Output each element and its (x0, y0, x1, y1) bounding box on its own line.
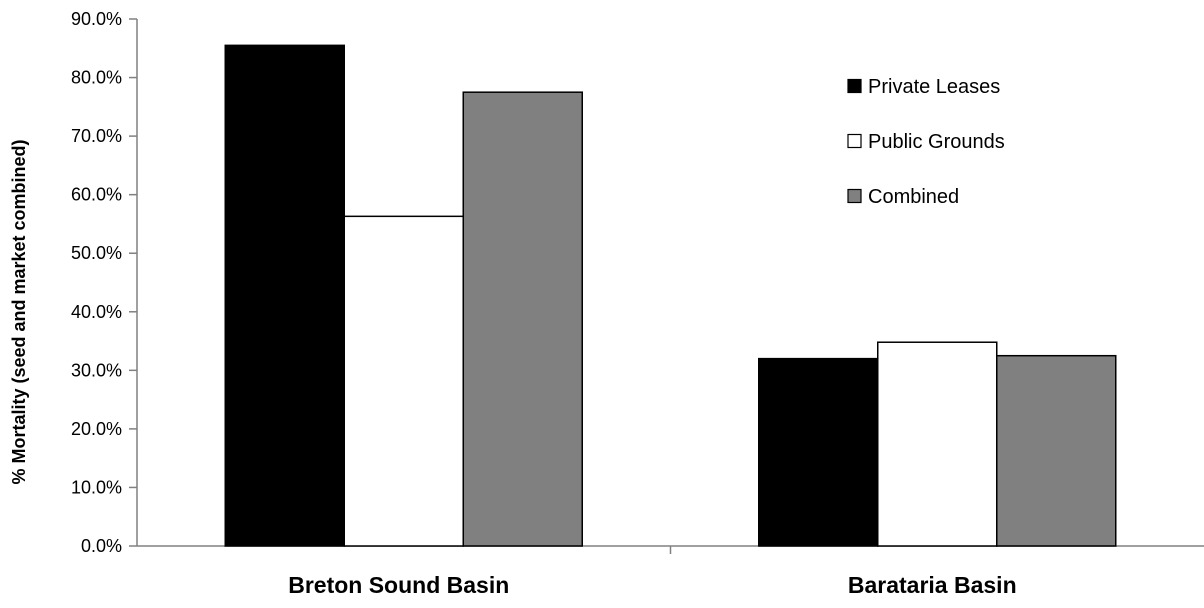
y-tick-label: 80.0% (71, 68, 122, 88)
y-tick-label: 90.0% (71, 9, 122, 29)
bar-combined (462, 91, 583, 547)
legend-label: Private Leases (868, 76, 1000, 98)
bar-public-grounds (343, 215, 464, 547)
y-tick-label: 60.0% (71, 185, 122, 205)
bar-private-leases (758, 357, 879, 547)
y-tick-label: 50.0% (71, 243, 122, 263)
legend: Private Leases Public Grounds Combined (847, 76, 1005, 208)
y-tick-label: 20.0% (71, 419, 122, 439)
y-tick-label: 70.0% (71, 126, 122, 146)
x-category-label: Breton Sound Basin (288, 572, 509, 598)
bar-public-grounds (877, 341, 998, 547)
legend-swatch (847, 133, 862, 149)
legend-swatch (847, 78, 862, 94)
bars (224, 44, 1117, 547)
y-tick-label: 30.0% (71, 360, 122, 380)
bar-combined (996, 354, 1117, 547)
category-labels: Breton Sound Basin Barataria Basin (288, 572, 1016, 598)
legend-label: Combined (868, 186, 959, 208)
y-axis-label: % Mortality (seed and market combined) (9, 139, 29, 484)
legend-swatch (847, 188, 862, 204)
y-tick-label: 0.0% (81, 536, 122, 556)
y-tick-label: 40.0% (71, 302, 122, 322)
bar-private-leases (224, 44, 345, 547)
legend-label: Public Grounds (868, 131, 1005, 153)
x-category-label: Barataria Basin (848, 572, 1017, 598)
y-tick-label: 10.0% (71, 477, 122, 497)
